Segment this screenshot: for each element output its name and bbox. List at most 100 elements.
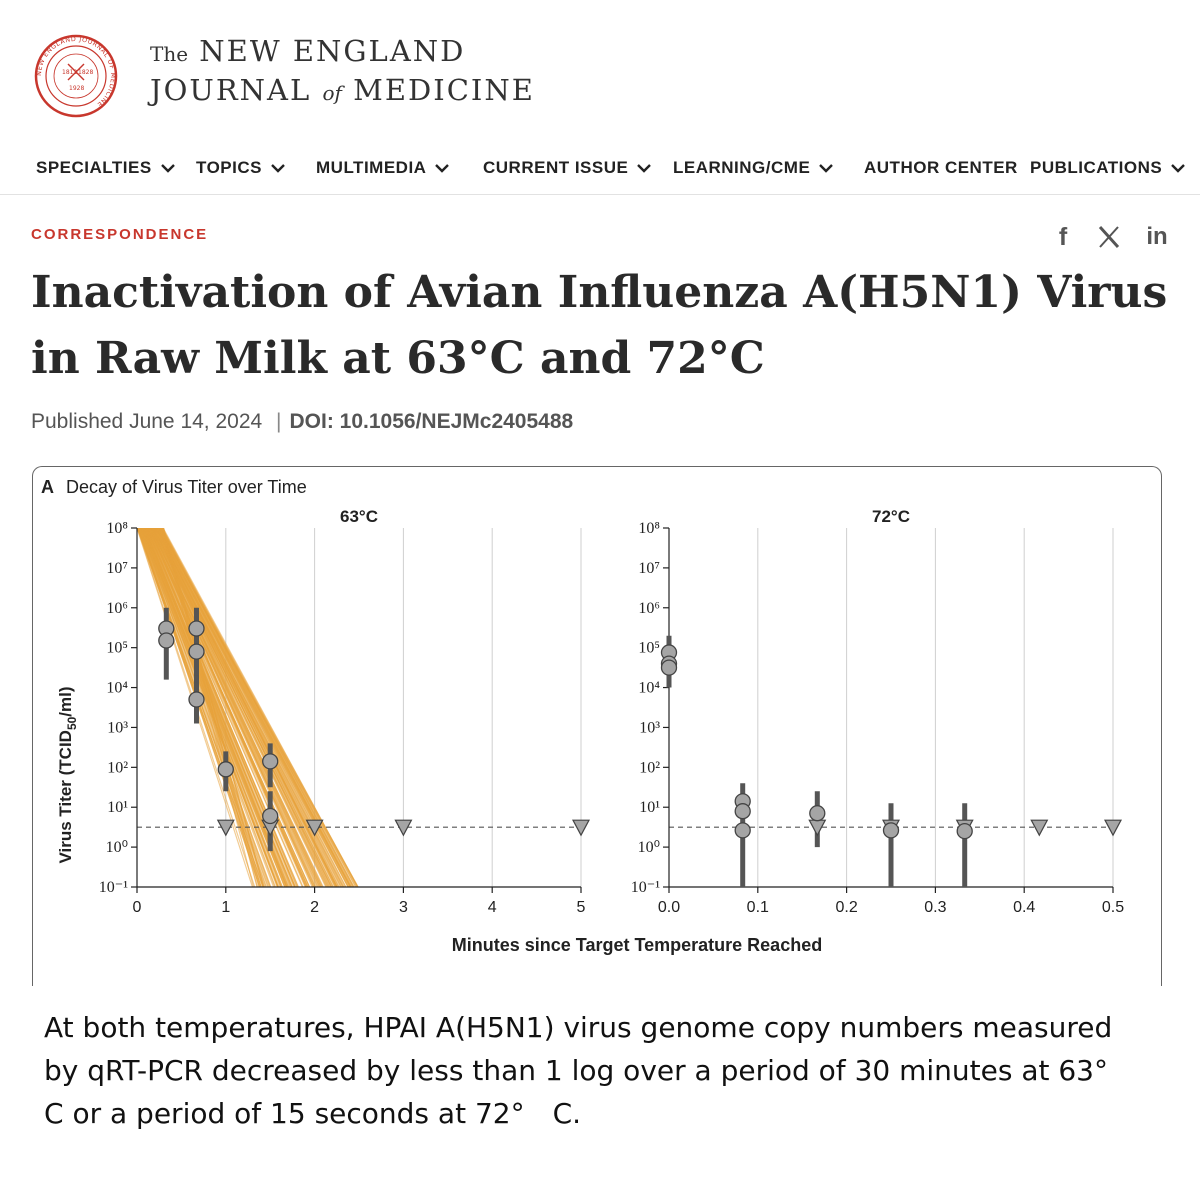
brand-medicine: MEDICINE (353, 73, 535, 107)
x-tick-label: 0 (133, 899, 142, 916)
published-date: June 14, 2024 (129, 410, 263, 433)
data-point (660, 659, 678, 676)
publication-line: Published June 14, 2024 | DOI: 10.1056/NE… (31, 410, 573, 434)
fit-line (158, 528, 346, 887)
x-tick-label: 4 (488, 899, 497, 916)
brand-wordmark[interactable]: The NEW ENGLAND JOURNAL of MEDICINE (150, 34, 535, 112)
data-point (217, 761, 234, 778)
y-tick-label: 10⁰ (106, 839, 128, 856)
nav-label: LEARNING/CME (673, 158, 811, 177)
y-tick-label: 10⁶ (638, 600, 660, 617)
fit-line (162, 528, 259, 887)
section-label[interactable]: CORRESPONDENCE (31, 226, 209, 243)
chevron-down-icon (1171, 164, 1186, 173)
seal-year-bottom: 1928 (69, 85, 84, 92)
panel-63c: 10⁻¹ 10⁰ 10¹ 10² 10³ 10⁴ 10⁵ 10⁶ 10⁷ 10⁸ 0 1 2 3 4 5 63°… (99, 507, 590, 916)
panel-72c: 10⁻¹ 10⁰ 10¹ 10² 10³ 10⁴ 10⁵ 10⁶ 10⁷ 10⁸ 0.0 0.1 0.2… (631, 507, 1124, 916)
masthead: NEW ENGLAND JOURNAL OF MEDICINE 1812 182… (0, 0, 1200, 140)
x-tick-label: 0.4 (1013, 899, 1035, 916)
data-point (809, 805, 826, 822)
data-point (188, 691, 205, 708)
nav-item-multimedia[interactable]: MULTIMEDIA (316, 158, 450, 178)
data-point (158, 632, 175, 649)
y-axis-label: Virus Titer (TCID50/ml) (56, 686, 79, 863)
below-limit-marker (1030, 819, 1049, 837)
nav-item-current-issue[interactable]: CURRENT ISSUE (483, 158, 652, 178)
y-tick-label: 10³ (107, 719, 128, 736)
fit-band (137, 528, 359, 887)
nav-item-topics[interactable]: TOPICS (196, 158, 286, 178)
nav-label: AUTHOR CENTER (864, 158, 1018, 177)
linkedin-icon[interactable]: in (1146, 223, 1168, 250)
chevron-down-icon (160, 164, 175, 173)
main-nav: SPECIALTIES TOPICS MULTIMEDIA CURRENT IS… (0, 150, 1200, 195)
fit-line (157, 528, 337, 887)
y-tick-label: 10² (639, 759, 660, 776)
x-tick-label: 3 (399, 899, 408, 916)
fit-line (162, 528, 260, 887)
y-tick-label: 10⁵ (106, 640, 128, 657)
nav-item-publications[interactable]: PUBLICATIONS (1030, 158, 1186, 178)
x-tick-label: 5 (577, 899, 586, 916)
below-limit-marker (305, 819, 324, 837)
below-limit-marker (216, 819, 235, 837)
data-point (262, 807, 279, 825)
chevron-down-icon (435, 164, 450, 173)
y-tick-label: 10² (107, 759, 128, 776)
data-point (262, 753, 279, 770)
y-tick-label: 10¹ (107, 799, 128, 816)
x-tick-label: 1 (221, 899, 230, 916)
seal-year-right: 1828 (78, 69, 93, 76)
y-tick-label: 10⁶ (106, 600, 128, 617)
x-icon[interactable] (1094, 222, 1124, 252)
data-point (188, 643, 205, 660)
y-tick-label: 10⁴ (638, 680, 660, 697)
y-tick-label: 10⁸ (638, 520, 660, 537)
y-tick-label: 10⁸ (106, 520, 128, 537)
data-point (734, 822, 751, 839)
figure-panel: A Decay of Virus Titer over Time Virus Ti… (32, 466, 1162, 986)
virus-titer-chart: Virus Titer (TCID50/ml) Minutes since Ta… (56, 507, 1124, 955)
separator: | (276, 410, 282, 433)
data-point (734, 803, 751, 820)
data-point (956, 823, 973, 840)
published-label: Published (31, 410, 124, 433)
panel-title: 72°C (872, 507, 910, 526)
article-title: Inactivation of Avian Influenza A(H5N1) … (31, 267, 1168, 384)
panel-letter: A (41, 477, 54, 497)
x-tick-label: 0.2 (835, 899, 857, 916)
y-tick-label: 10⁷ (106, 560, 128, 577)
chevron-down-icon (271, 164, 285, 173)
nav-label: SPECIALTIES (36, 158, 152, 177)
nav-label: MULTIMEDIA (316, 158, 427, 177)
x-tick-label: 0.3 (924, 899, 946, 916)
brand-of: of (322, 81, 342, 105)
below-limit-marker (572, 819, 590, 837)
panel-title: 63°C (340, 507, 378, 526)
y-tick-label: 10⁻¹ (631, 879, 660, 896)
data-point (882, 822, 900, 839)
seal-year-left: 1812 (62, 69, 77, 76)
y-tick-label: 10³ (639, 719, 660, 736)
doi[interactable]: DOI: 10.1056/NEJMc2405488 (289, 410, 574, 433)
nejm-seal-icon[interactable]: NEW ENGLAND JOURNAL OF MEDICINE 1812 182… (34, 34, 118, 118)
nav-item-learning-cme[interactable]: LEARNING/CME (673, 158, 834, 178)
fit-line (143, 528, 287, 887)
nav-label: PUBLICATIONS (1030, 158, 1163, 177)
x-axis-label: Minutes since Target Temperature Reached (452, 935, 822, 955)
fit-line (162, 528, 359, 887)
facebook-icon[interactable]: f (1058, 222, 1068, 251)
x-tick-label: 0.5 (1102, 899, 1124, 916)
nav-label: TOPICS (196, 158, 262, 177)
figure-title: A Decay of Virus Titer over Time (41, 477, 307, 498)
nav-item-specialties[interactable]: SPECIALTIES (36, 158, 176, 178)
fit-line (149, 528, 307, 887)
nav-item-author-center[interactable]: AUTHOR CENTER (864, 158, 1018, 178)
y-tick-label: 10⁴ (106, 680, 128, 697)
below-limit-marker (394, 819, 413, 837)
fit-line (153, 528, 328, 887)
panel-title: Decay of Virus Titer over Time (66, 477, 307, 497)
chevron-down-icon (637, 164, 652, 173)
y-tick-label: 10⁷ (638, 560, 660, 577)
brand-journal: JOURNAL (150, 73, 312, 107)
